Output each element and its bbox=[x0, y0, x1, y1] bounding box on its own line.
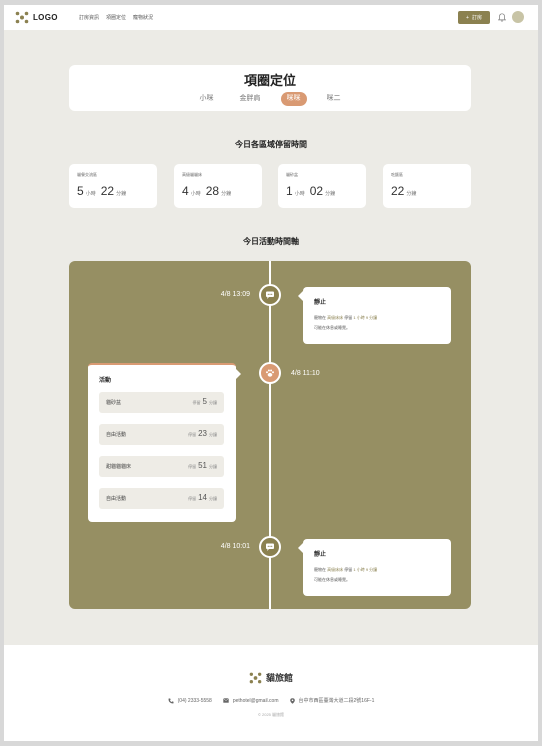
event-card-idle: 靜止 寵物在 高級床床 停留 1 小時 9 分鐘 可能在休息或睡覺。 bbox=[298, 539, 451, 596]
timeline-axis bbox=[269, 261, 271, 609]
pet-tabs: 小咪 金胖肩 咪咪 咪二 bbox=[69, 92, 471, 106]
card-pointer bbox=[298, 543, 303, 553]
nav-link-collar-location[interactable]: 項圈定位 bbox=[106, 15, 127, 21]
activity-time: 4/8 11:10 bbox=[291, 370, 320, 377]
tab-pet-4[interactable]: 咪二 bbox=[326, 95, 341, 102]
activity-location: 自由活動 bbox=[106, 496, 127, 502]
stat-card: 貓餐交流區 5 小時 22 分鐘 bbox=[69, 164, 157, 208]
title-card: 項圈定位 小咪 金胖肩 咪咪 咪二 bbox=[69, 65, 471, 111]
activity-duration: 停留 5 分鐘 bbox=[192, 397, 217, 406]
mail-icon bbox=[222, 698, 229, 703]
top-header: LOGO 訂房資訊 項圈定位 寵物狀況 + 訂房 bbox=[4, 5, 538, 30]
stat-label: 貓砂盆 bbox=[286, 172, 298, 177]
logo[interactable]: LOGO bbox=[15, 11, 58, 24]
logo-icon bbox=[15, 11, 29, 24]
timeline-node[interactable] bbox=[259, 284, 281, 306]
activity-row: 自由活動 停留 14 分鐘 bbox=[99, 488, 224, 509]
event-time: 4/8 13:09 bbox=[220, 291, 250, 298]
paw-icon bbox=[266, 369, 274, 377]
contact-address[interactable]: 台中市西區臺灣大道二段2號16F-1 bbox=[289, 697, 374, 704]
stat-value: 1 小時 02 分鐘 bbox=[286, 184, 338, 198]
event-title: 靜止 bbox=[314, 300, 327, 306]
card-pointer bbox=[236, 369, 241, 379]
card-pointer bbox=[298, 291, 303, 301]
event-detail: 寵物在 高級床床 停留 1 小時 9 分鐘 bbox=[314, 315, 378, 320]
footer-copyright: © 2025 貓旅館 bbox=[257, 712, 285, 717]
stat-minutes: 02 bbox=[309, 184, 324, 198]
stat-unit: 分鐘 bbox=[406, 191, 417, 197]
nav-link-booking[interactable]: 訂房資訊 bbox=[79, 15, 100, 21]
book-button-label: 訂房 bbox=[471, 15, 482, 21]
activity-duration: 停留 51 分鐘 bbox=[188, 461, 217, 470]
activity-location: 自由活動 bbox=[106, 432, 127, 438]
bell-icon[interactable] bbox=[498, 13, 506, 22]
event-note: 可能在休息或睡覺。 bbox=[314, 577, 350, 582]
logo-text: LOGO bbox=[33, 13, 58, 22]
stat-label: 貓餐交流區 bbox=[77, 172, 97, 177]
stat-unit: 分鐘 bbox=[325, 191, 336, 197]
phone-icon bbox=[168, 698, 174, 703]
contact-phone[interactable]: (04) 2333-5558 bbox=[168, 697, 212, 704]
event-detail: 寵物在 高級床床 停留 1 小時 9 分鐘 bbox=[314, 567, 378, 572]
event-title: 靜止 bbox=[314, 552, 327, 558]
stat-minutes: 28 bbox=[205, 184, 220, 198]
tab-pet-2[interactable]: 金胖肩 bbox=[239, 95, 261, 102]
stat-unit: 小時 bbox=[85, 191, 96, 197]
stat-unit: 分鐘 bbox=[116, 191, 127, 197]
tab-pet-3[interactable]: 咪咪 bbox=[280, 92, 307, 106]
stat-hours: 5 bbox=[77, 184, 84, 198]
speech-bubble-icon bbox=[266, 543, 274, 551]
footer-brand: 貓旅館 bbox=[4, 671, 538, 684]
event-time: 4/8 10:01 bbox=[220, 543, 250, 550]
page-title: 項圈定位 bbox=[243, 73, 296, 88]
stat-unit: 分鐘 bbox=[221, 191, 232, 197]
location-pin-icon bbox=[289, 697, 295, 704]
timeline-node[interactable] bbox=[259, 536, 281, 558]
activity-title: 活動 bbox=[99, 378, 112, 384]
plus-icon: + bbox=[466, 14, 469, 21]
activity-row: 甜貓貓貓床 停留 51 分鐘 bbox=[99, 456, 224, 477]
activity-card: 活動 貓砂盆 停留 5 分鐘 自由活動 停留 23 分鐘 甜貓貓貓床 停留 51 分鐘 自由… bbox=[88, 363, 241, 522]
stat-minutes: 22 bbox=[100, 184, 115, 198]
site-footer: 貓旅館 (04) 2333-5558 pethotel@gmail.com 台中… bbox=[4, 645, 538, 741]
activity-row: 貓砂盆 停留 5 分鐘 bbox=[99, 392, 224, 413]
avatar[interactable] bbox=[512, 11, 524, 23]
event-card-idle: 靜止 寵物在 高級床床 停留 1 小時 9 分鐘 可能在休息或睡覺。 bbox=[298, 287, 451, 344]
stat-value: 4 小時 28 分鐘 bbox=[182, 184, 234, 198]
activity-duration: 停留 14 分鐘 bbox=[188, 493, 217, 502]
activity-duration: 停留 23 分鐘 bbox=[188, 429, 217, 438]
stat-hours: 1 bbox=[286, 184, 293, 198]
main-nav: 訂房資訊 項圈定位 寵物狀況 bbox=[79, 14, 153, 21]
activity-timeline: 4/8 13:09 靜止 寵物在 高級床床 停留 1 小時 9 分鐘 可能在休息… bbox=[69, 261, 471, 609]
footer-brand-name: 貓旅館 bbox=[265, 673, 293, 683]
timeline-section-title: 今日活動時間軸 bbox=[243, 237, 299, 246]
stat-minutes: 22 bbox=[391, 184, 405, 198]
book-button[interactable]: + 訂房 bbox=[458, 11, 490, 24]
activity-row: 自由活動 停留 23 分鐘 bbox=[99, 424, 224, 445]
stat-unit: 小時 bbox=[190, 191, 201, 197]
stat-unit: 小時 bbox=[294, 191, 305, 197]
page-frame: LOGO 訂房資訊 項圈定位 寵物狀況 + 訂房 項圈定位 小咪 金胖肩 咪咪 … bbox=[4, 5, 538, 741]
contact-email[interactable]: pethotel@gmail.com bbox=[222, 697, 279, 704]
logo-icon bbox=[249, 672, 262, 683]
nav-link-pet-status[interactable]: 寵物狀況 bbox=[133, 15, 154, 21]
event-note: 可能在休息或睡覺。 bbox=[314, 325, 350, 330]
activity-location: 甜貓貓貓床 bbox=[106, 464, 132, 470]
stat-label: 吃飯區 bbox=[391, 172, 403, 177]
timeline-node-active[interactable] bbox=[259, 362, 281, 384]
activity-location: 貓砂盆 bbox=[106, 400, 122, 406]
stat-value: 22 分鐘 bbox=[391, 184, 419, 198]
stat-label: 高級貓貓床 bbox=[182, 172, 202, 177]
stat-value: 5 小時 22 分鐘 bbox=[77, 184, 129, 198]
stat-card: 高級貓貓床 4 小時 28 分鐘 bbox=[174, 164, 262, 208]
stat-card: 吃飯區 22 分鐘 bbox=[383, 164, 471, 208]
tab-pet-1[interactable]: 小咪 bbox=[199, 95, 214, 102]
stat-hours: 4 bbox=[182, 184, 189, 198]
footer-contacts: (04) 2333-5558 pethotel@gmail.com 台中市西區臺… bbox=[4, 697, 538, 704]
speech-bubble-icon bbox=[266, 291, 274, 299]
stat-card: 貓砂盆 1 小時 02 分鐘 bbox=[278, 164, 366, 208]
stats-section-title: 今日各區域停留時間 bbox=[235, 140, 307, 149]
